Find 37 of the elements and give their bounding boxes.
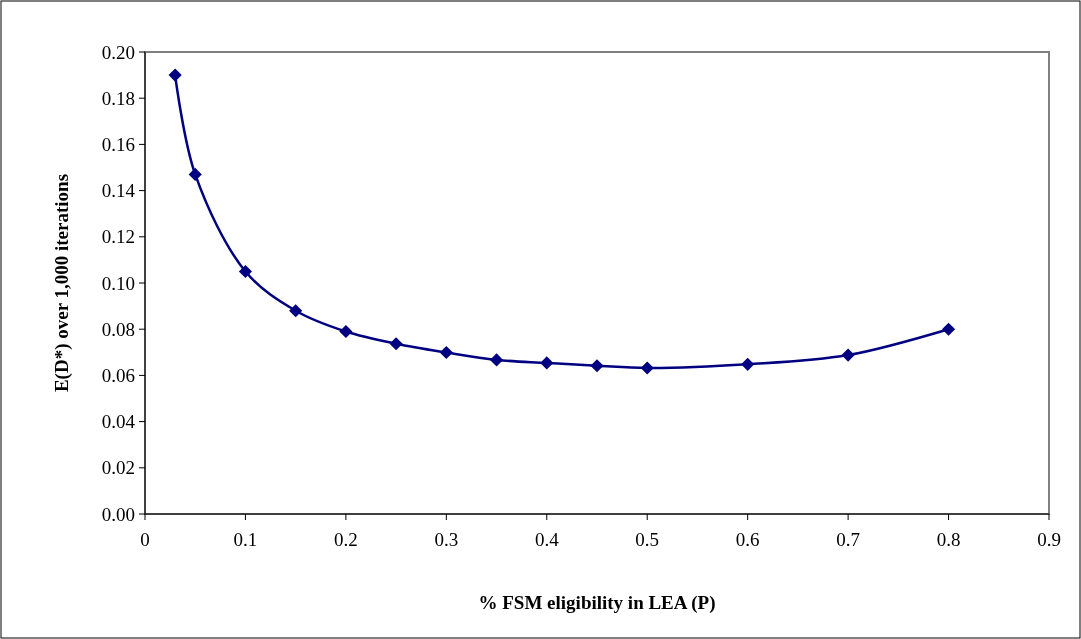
x-tick-label: 0.4 — [534, 529, 560, 550]
point — [238, 264, 253, 279]
point — [741, 357, 755, 371]
x-tick-label: 0 — [140, 529, 150, 550]
x-tick-label: 0.3 — [434, 529, 459, 550]
point — [339, 324, 353, 339]
y-axis-title: E(D*) over 1,000 iterations — [51, 173, 73, 393]
point — [289, 304, 303, 318]
y-tick-label: 0.02 — [101, 457, 135, 479]
x-tick-label: 0.1 — [233, 529, 258, 550]
point — [841, 348, 855, 362]
y-tick-label: 0.06 — [101, 365, 135, 387]
point — [540, 356, 554, 370]
y-tick-label: 0.20 — [101, 41, 135, 63]
x-tick-label: 0.6 — [735, 529, 760, 550]
x-tick-label: 0.7 — [836, 529, 860, 550]
point — [389, 337, 403, 351]
x-tick-label: 0.5 — [635, 529, 660, 550]
y-tick-label: 0.18 — [101, 87, 135, 109]
x-tick-label: 0.8 — [936, 529, 961, 550]
y-tick-label: 0.16 — [101, 134, 135, 156]
y-tick-label: 0.10 — [101, 272, 135, 294]
point — [941, 322, 956, 336]
x-axis-title: % FSM eligibility in LEA (P) — [478, 592, 716, 614]
y-tick-label: 0.04 — [101, 411, 136, 433]
point — [489, 353, 504, 367]
point — [640, 361, 654, 375]
x-tick-label: 0.9 — [1037, 529, 1061, 550]
point — [168, 68, 182, 82]
point — [439, 345, 453, 360]
y-tick-label: 0.14 — [101, 180, 136, 202]
point — [188, 167, 202, 181]
point — [590, 359, 604, 373]
y-tick-label: 0.08 — [101, 318, 135, 340]
y-tick-label: 0.12 — [101, 226, 135, 248]
x-tick-label: 0.2 — [334, 529, 358, 550]
y-tick-label: 0.00 — [101, 503, 135, 525]
